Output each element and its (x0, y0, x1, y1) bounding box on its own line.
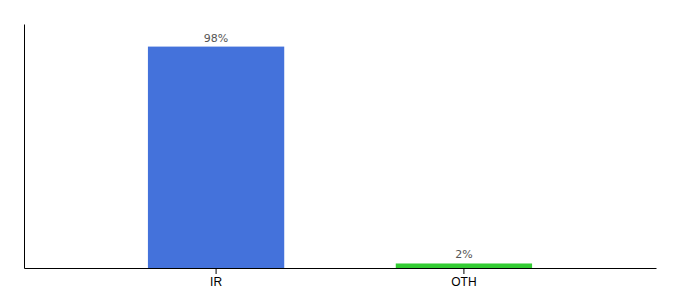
bars (148, 47, 532, 268)
x-axis: IR OTH (25, 268, 657, 289)
x-tick-label: OTH (451, 275, 476, 289)
bar (396, 263, 532, 268)
x-axis-line (25, 268, 657, 269)
data-labels: 98% 2% (204, 32, 473, 262)
x-tick: OTH (451, 268, 476, 289)
x-tick-label: IR (210, 275, 222, 289)
x-tick-mark (463, 268, 464, 274)
chart: IR OTH 98% 2% (0, 0, 680, 300)
data-label: 98% (204, 32, 228, 45)
y-axis (24, 25, 25, 269)
y-axis-line (24, 25, 25, 269)
bar (148, 47, 284, 268)
x-tick-mark (216, 268, 217, 274)
x-tick: IR (210, 268, 222, 289)
data-label: 2% (455, 248, 472, 261)
plot: IR OTH 98% 2% (25, 25, 657, 289)
